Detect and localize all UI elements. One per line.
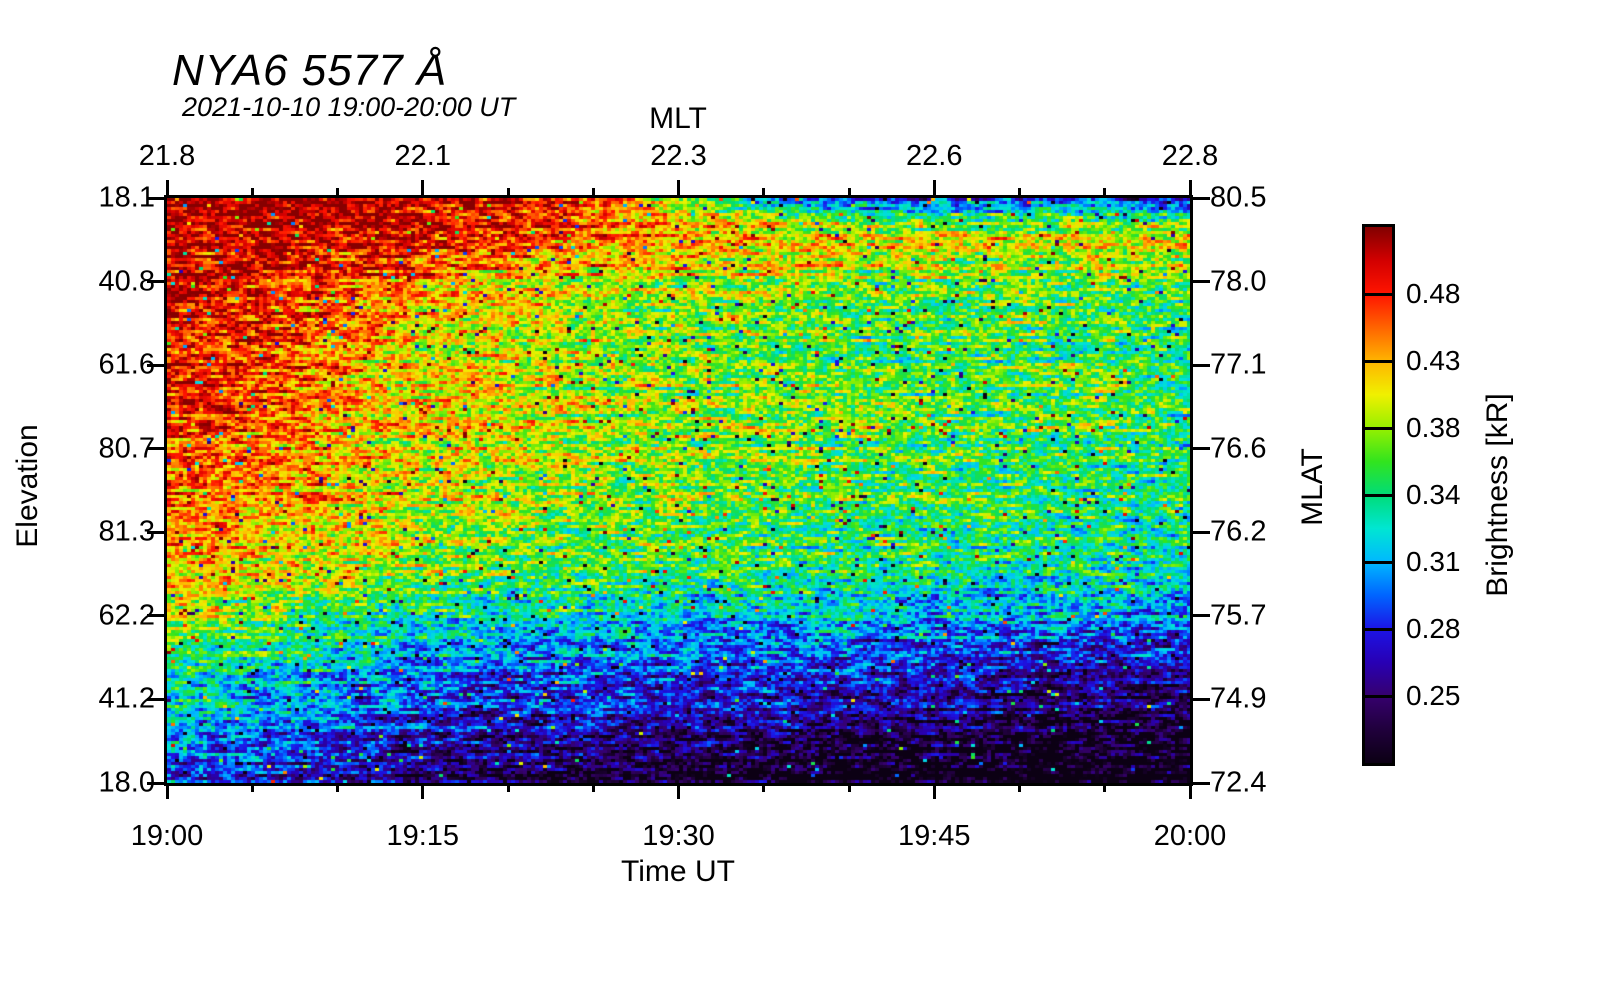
top-axis-minor-tick	[1103, 188, 1107, 198]
bottom-axis-minor-tick	[250, 783, 254, 792]
chart-title: NYA6 5577 Å	[172, 46, 448, 95]
left-axis-tick-label: 18.1	[98, 181, 155, 214]
right-axis-tick-label: 74.9	[1210, 682, 1267, 715]
left-axis-major-tick	[147, 781, 167, 785]
plot-frame	[164, 195, 1193, 786]
bottom-axis-tick-label: 19:15	[386, 820, 460, 852]
right-axis-major-tick	[1190, 697, 1210, 701]
colorbar-segment-divider	[1365, 627, 1392, 631]
bottom-axis-minor-tick	[762, 783, 766, 792]
colorbar-tick-label: 0.28	[1406, 613, 1461, 644]
left-axis-tick-label: 40.8	[98, 265, 155, 298]
top-axis-minor-tick	[762, 188, 766, 198]
top-axis-tick-label: 22.3	[650, 140, 707, 172]
bottom-axis-minor-tick	[591, 783, 595, 792]
right-axis-major-tick	[1190, 614, 1210, 618]
bottom-axis-minor-tick	[1103, 783, 1107, 792]
right-axis-tick-label: 72.4	[1210, 766, 1267, 799]
bottom-axis-major-tick	[165, 783, 169, 799]
left-axis-major-tick	[147, 363, 167, 367]
right-axis-tick-label: 76.2	[1210, 515, 1267, 548]
left-axis-tick-label: 41.2	[98, 682, 155, 715]
bottom-axis-tick-label: 19:00	[130, 820, 204, 852]
left-axis-major-tick	[147, 697, 167, 701]
heatmap-canvas	[167, 198, 1190, 783]
top-axis-tick-label: 22.6	[906, 140, 963, 172]
bottom-axis-tick-label: 19:30	[642, 820, 715, 852]
right-axis-tick-label: 75.7	[1210, 599, 1267, 632]
colorbar-tick-label: 0.38	[1406, 412, 1461, 443]
left-axis-tick-label: 61.6	[98, 348, 155, 381]
bottom-axis-minor-tick	[1018, 783, 1021, 792]
colorbar-tick-label: 0.31	[1406, 546, 1461, 577]
left-axis-tick-label: 81.3	[98, 515, 155, 548]
bottom-axis-major-tick	[1188, 783, 1192, 799]
bottom-axis-tick-label: 19:45	[897, 820, 971, 852]
top-axis-major-tick	[677, 180, 680, 198]
colorbar-segment-divider	[1365, 560, 1392, 564]
top-axis-minor-tick	[591, 188, 595, 198]
top-axis-minor-tick	[506, 188, 510, 198]
right-axis-major-tick	[1190, 530, 1210, 534]
bottom-axis-minor-tick	[506, 783, 510, 792]
top-axis-major-tick	[421, 180, 425, 198]
top-axis-major-tick	[1188, 180, 1192, 198]
bottom-axis-major-tick	[421, 783, 425, 799]
top-axis-major-tick	[165, 180, 169, 198]
colorbar-tick-label: 0.48	[1406, 278, 1461, 309]
left-axis-tick-label: 80.7	[98, 432, 155, 465]
right-axis-tick-label: 80.5	[1210, 181, 1267, 214]
right-axis-tick-label: 77.1	[1210, 348, 1267, 381]
top-axis-minor-tick	[250, 188, 254, 198]
top-axis-minor-tick	[1018, 188, 1021, 198]
colorbar-tick-label: 0.34	[1406, 479, 1461, 510]
bottom-axis-title: Time UT	[621, 855, 735, 888]
top-axis-tick-label: 21.8	[138, 140, 196, 172]
bottom-axis-major-tick	[932, 783, 936, 799]
colorbar-tick-label: 0.25	[1406, 680, 1461, 711]
bottom-axis-minor-tick	[336, 783, 339, 792]
right-axis-title: MLAT	[1296, 448, 1329, 526]
left-axis-major-tick	[147, 530, 167, 534]
right-axis-major-tick	[1190, 196, 1210, 200]
left-axis-major-tick	[147, 280, 167, 284]
chart-subtitle: 2021-10-10 19:00-20:00 UT	[182, 92, 516, 122]
right-axis-major-tick	[1190, 363, 1210, 367]
bottom-axis-major-tick	[677, 783, 680, 799]
top-axis-tick-label: 22.8	[1161, 140, 1219, 172]
colorbar-segment-divider	[1365, 493, 1392, 497]
left-axis-tick-label: 62.2	[98, 599, 155, 632]
bottom-axis-tick-label: 20:00	[1153, 820, 1227, 852]
right-axis-tick-label: 76.6	[1210, 432, 1267, 465]
colorbar-segment-divider	[1365, 694, 1392, 698]
right-axis-major-tick	[1190, 781, 1210, 785]
top-axis-minor-tick	[336, 188, 339, 198]
right-axis-tick-label: 78.0	[1210, 265, 1267, 298]
left-axis-major-tick	[147, 614, 167, 618]
top-axis-title: MLT	[649, 102, 707, 135]
top-axis-tick-label: 22.1	[394, 140, 451, 172]
right-axis-major-tick	[1190, 280, 1210, 284]
colorbar-segment-divider	[1365, 292, 1392, 296]
right-axis-major-tick	[1190, 447, 1210, 451]
top-axis-minor-tick	[847, 188, 851, 198]
colorbar-tick-label: 0.43	[1406, 345, 1461, 376]
left-axis-tick-label: 18.0	[98, 766, 155, 799]
colorbar-segment-divider	[1365, 426, 1392, 430]
colorbar-title: Brightness [kR]	[1481, 393, 1514, 597]
bottom-axis-minor-tick	[847, 783, 851, 792]
colorbar-segment-divider	[1365, 359, 1392, 363]
left-axis-major-tick	[147, 196, 167, 200]
left-axis-major-tick	[147, 447, 167, 451]
top-axis-major-tick	[932, 180, 936, 198]
